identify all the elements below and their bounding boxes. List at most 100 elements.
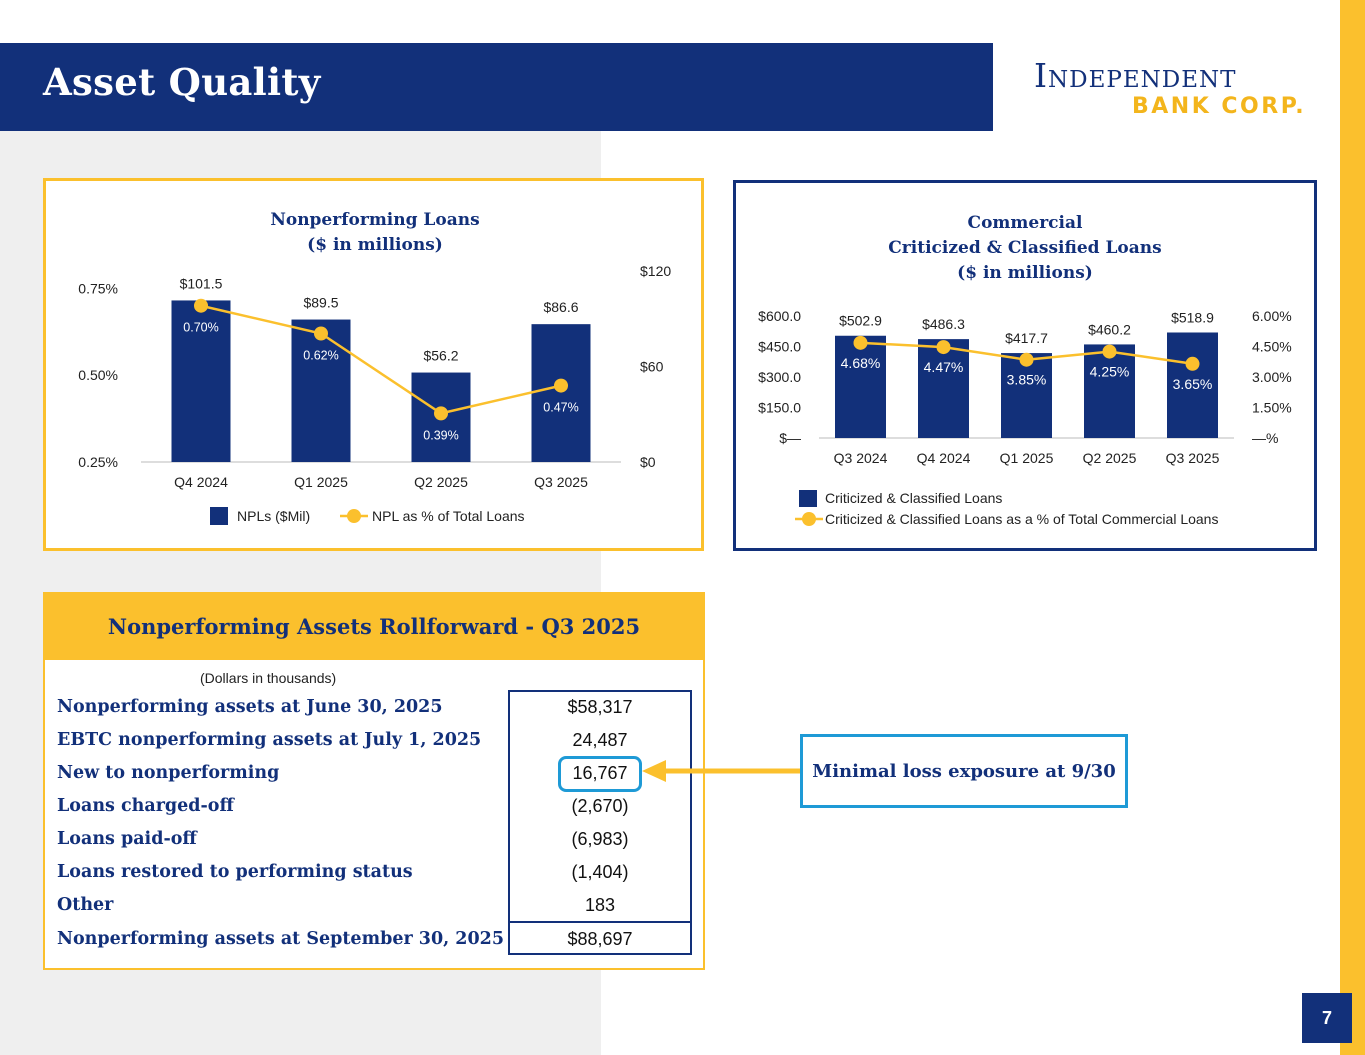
legend-line-marker xyxy=(802,512,816,526)
right-axis-tick-label: —% xyxy=(1252,430,1278,446)
rollforward-row-label: Nonperforming assets at June 30, 2025 xyxy=(57,697,443,717)
cc-bar xyxy=(835,335,886,438)
npl-bar xyxy=(171,300,231,462)
left-axis-tick-label: $450.0 xyxy=(758,339,801,355)
npl-pct-marker xyxy=(554,378,568,393)
rollforward-row: Other 183 xyxy=(57,891,693,924)
rollforward-row: Loans charged-off (2,670) xyxy=(57,792,693,825)
npl-bar xyxy=(291,319,351,462)
rollforward-row-value: 183 xyxy=(584,895,616,915)
npl-bar-value-label: $86.6 xyxy=(543,299,578,315)
right-axis-tick-label: 6.00% xyxy=(1252,308,1292,324)
legend-bar-swatch xyxy=(799,490,817,507)
rollforward-units: (Dollars in thousands) xyxy=(200,670,337,686)
right-axis-tick-label: $0 xyxy=(640,454,656,470)
callout-arrow-head xyxy=(642,760,666,782)
rollforward-row-label: Nonperforming assets at September 30, 20… xyxy=(57,929,505,949)
npl-chart-panel: Nonperforming Loans ($ in millions) 0.25% 0… xyxy=(43,178,704,551)
npl-pct-data-label: 0.70% xyxy=(183,321,218,335)
npl-bar-value-label: $101.5 xyxy=(180,275,223,291)
left-axis-tick-label: 0.50% xyxy=(78,367,118,383)
rollforward-row-value: (1,404) xyxy=(571,862,629,882)
legend-bar-label: Criticized & Classified Loans xyxy=(825,490,1002,506)
left-axis-tick-label: 0.75% xyxy=(78,280,118,296)
rollforward-row-label: Loans charged-off xyxy=(57,796,234,816)
npa-rollforward-panel: Nonperforming Assets Rollforward - Q3 20… xyxy=(43,592,705,970)
criticized-classified-chart: Commercial Criticized & Classified Loans (… xyxy=(758,213,1292,527)
rollforward-row-value: $88,697 xyxy=(567,929,633,949)
cc-pct-data-label: 4.47% xyxy=(924,359,964,375)
chart-title: Criticized & Classified Loans xyxy=(888,238,1161,258)
npl-bar xyxy=(531,324,591,462)
cc-pct-marker xyxy=(853,335,868,350)
rollforward-total-divider xyxy=(508,921,692,923)
rollforward-row: Loans paid-off (6,983) xyxy=(57,825,693,858)
npl-pct-marker xyxy=(194,298,208,313)
right-axis-tick-label: $120 xyxy=(640,263,671,279)
chart-title: ($ in millions) xyxy=(957,263,1093,283)
npl-pct-data-label: 0.39% xyxy=(423,428,458,442)
cc-pct-data-label: 4.68% xyxy=(841,355,881,371)
x-axis-tick-label: Q1 2025 xyxy=(1000,450,1054,466)
rollforward-row-label: EBTC nonperforming assets at July 1, 202… xyxy=(57,730,482,750)
legend-line-label: Criticized & Classified Loans as a % of … xyxy=(825,511,1218,527)
chart-title: ($ in millions) xyxy=(307,235,443,255)
legend-bar-swatch xyxy=(210,507,228,525)
loss-exposure-callout: Minimal loss exposure at 9/30 xyxy=(800,734,1128,808)
cc-pct-data-label: 3.85% xyxy=(1007,372,1047,388)
x-axis-tick-label: Q3 2025 xyxy=(1166,450,1220,466)
page-number: 7 xyxy=(1302,993,1352,1043)
rollforward-row-value: (6,983) xyxy=(571,829,629,849)
npl-pct-marker xyxy=(434,406,448,421)
npl-pct-data-label: 0.62% xyxy=(303,349,338,363)
rollforward-row-label: New to nonperforming xyxy=(57,763,280,783)
rollforward-row-value: (2,670) xyxy=(571,796,629,816)
rollforward-row-label: Other xyxy=(57,895,114,915)
rollforward-row-label: Loans paid-off xyxy=(57,829,197,849)
right-axis-tick-label: 1.50% xyxy=(1252,400,1292,416)
cc-pct-marker xyxy=(936,340,951,355)
npl-bar-value-label: $89.5 xyxy=(303,295,338,311)
left-axis-tick-label: $150.0 xyxy=(758,400,801,416)
callout-arrow-icon xyxy=(642,760,800,782)
cc-bar-value-label: $460.2 xyxy=(1088,321,1131,337)
callout-text: Minimal loss exposure at 9/30 xyxy=(812,761,1116,782)
x-axis-tick-label: Q4 2024 xyxy=(174,474,228,490)
rollforward-values-box xyxy=(508,690,692,955)
cc-pct-data-label: 4.25% xyxy=(1090,364,1130,380)
x-axis-tick-label: Q2 2025 xyxy=(1083,450,1137,466)
rollforward-row-value: $58,317 xyxy=(567,697,633,717)
new-to-nonperforming-highlight xyxy=(558,756,642,792)
left-axis-tick-label: $— xyxy=(779,430,801,446)
right-gold-stripe xyxy=(1340,0,1365,1055)
legend-bar-label: NPLs ($Mil) xyxy=(237,508,310,524)
x-axis-tick-label: Q4 2024 xyxy=(917,450,971,466)
cc-pct-data-label: 3.65% xyxy=(1173,376,1213,392)
left-axis-tick-label: $600.0 xyxy=(758,308,801,324)
rollforward-row: New to nonperforming 16,767 xyxy=(57,759,693,792)
page-title: Asset Quality xyxy=(43,60,321,104)
npl-chart: Nonperforming Loans ($ in millions) 0.25% 0… xyxy=(78,210,671,525)
right-axis-tick-label: $60 xyxy=(640,359,664,375)
x-axis-tick-label: Q1 2025 xyxy=(294,474,348,490)
rollforward-row: EBTC nonperforming assets at July 1, 202… xyxy=(57,726,693,759)
rollforward-row-value: 16,767 xyxy=(572,763,628,783)
cc-bar xyxy=(1084,344,1135,438)
left-axis-tick-label: $300.0 xyxy=(758,369,801,385)
cc-bar-value-label: $502.9 xyxy=(839,313,882,329)
cc-pct-marker xyxy=(1019,352,1034,367)
rollforward-header xyxy=(45,594,703,660)
cc-bar-value-label: $486.3 xyxy=(922,316,965,332)
right-axis-tick-label: 4.50% xyxy=(1252,339,1292,355)
cc-bar-value-label: $417.7 xyxy=(1005,330,1048,346)
header-bar xyxy=(0,43,993,131)
legend-line-label: NPL as % of Total Loans xyxy=(372,508,525,524)
x-axis-tick-label: Q3 2025 xyxy=(534,474,588,490)
rollforward-title: Nonperforming Assets Rollforward - Q3 20… xyxy=(107,614,641,639)
npl-bar-value-label: $56.2 xyxy=(423,348,458,364)
x-axis-tick-label: Q3 2024 xyxy=(834,450,888,466)
criticized-classified-chart-panel: Commercial Criticized & Classified Loans (… xyxy=(733,180,1317,551)
rollforward-row-label: Loans restored to performing status xyxy=(57,862,413,882)
cc-bar xyxy=(1167,332,1218,438)
rollforward-row-value: 24,487 xyxy=(572,730,628,750)
